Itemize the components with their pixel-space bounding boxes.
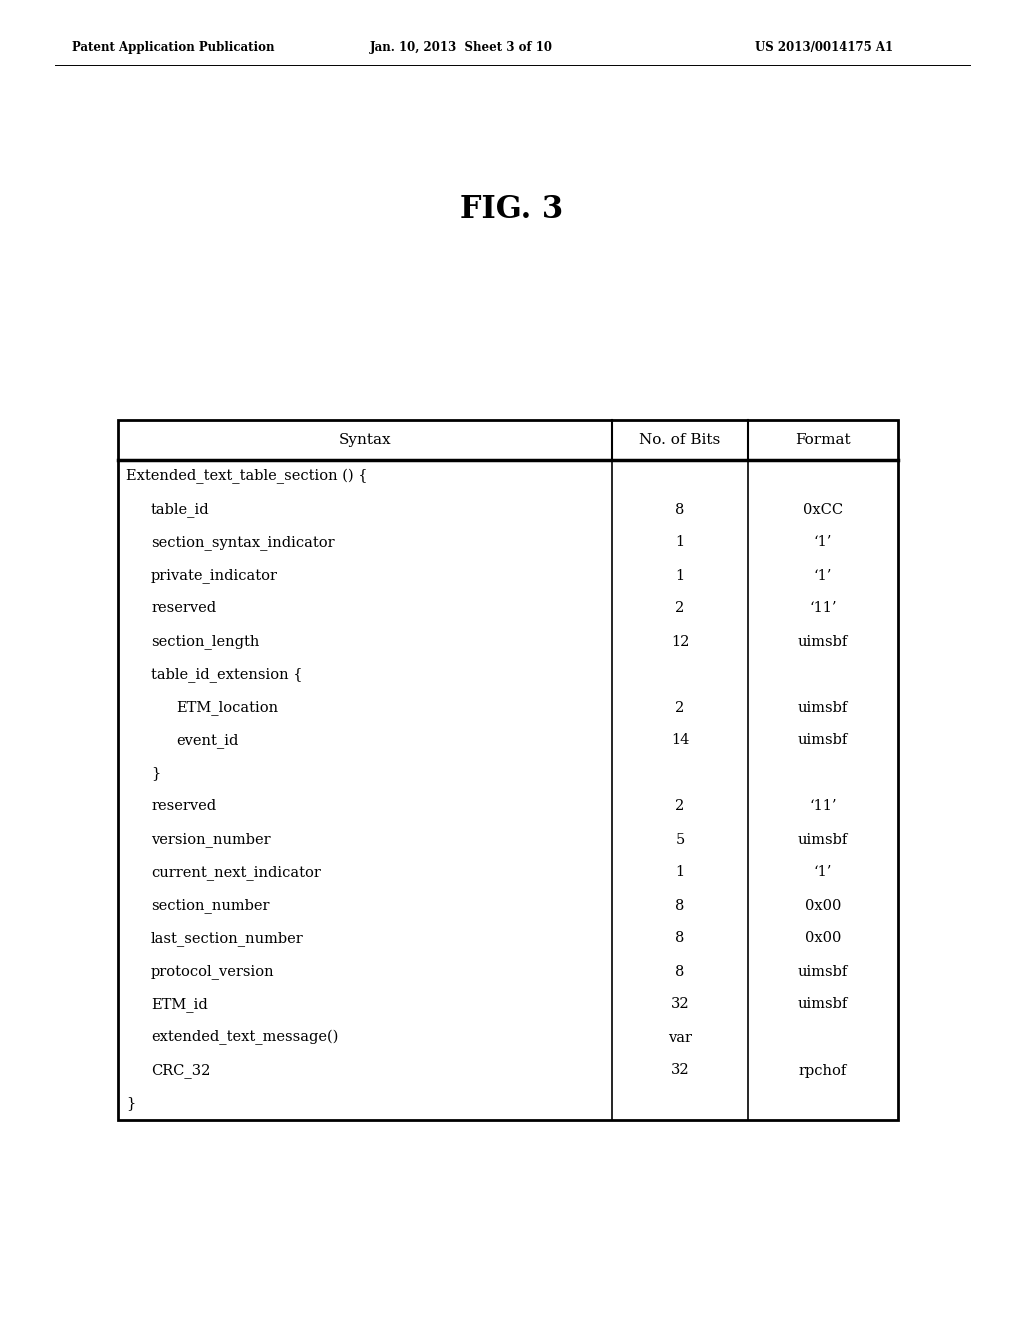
Text: var: var xyxy=(668,1031,692,1044)
Text: reserved: reserved xyxy=(151,602,216,615)
Text: 0xCC: 0xCC xyxy=(803,503,843,516)
Text: 12: 12 xyxy=(671,635,689,648)
Text: ETM_id: ETM_id xyxy=(151,997,208,1012)
Text: 0x00: 0x00 xyxy=(805,932,841,945)
Text: version_number: version_number xyxy=(151,832,270,847)
Text: section_length: section_length xyxy=(151,634,259,649)
Text: ‘1’: ‘1’ xyxy=(814,569,833,582)
Text: US 2013/0014175 A1: US 2013/0014175 A1 xyxy=(755,41,893,54)
Text: current_next_indicator: current_next_indicator xyxy=(151,865,321,880)
Bar xyxy=(118,420,898,1119)
Text: 2: 2 xyxy=(676,602,685,615)
Text: 1: 1 xyxy=(676,866,685,879)
Text: ‘1’: ‘1’ xyxy=(814,866,833,879)
Text: Format: Format xyxy=(796,433,851,447)
Text: uimsbf: uimsbf xyxy=(798,701,848,714)
Text: uimsbf: uimsbf xyxy=(798,965,848,978)
Text: ‘11’: ‘11’ xyxy=(809,800,837,813)
Text: Jan. 10, 2013  Sheet 3 of 10: Jan. 10, 2013 Sheet 3 of 10 xyxy=(370,41,553,54)
Text: 32: 32 xyxy=(671,998,689,1011)
Text: Patent Application Publication: Patent Application Publication xyxy=(72,41,274,54)
Text: 32: 32 xyxy=(671,1064,689,1077)
Text: extended_text_message(): extended_text_message() xyxy=(151,1030,338,1045)
Text: event_id: event_id xyxy=(176,733,239,748)
Text: private_indicator: private_indicator xyxy=(151,568,278,583)
Text: 8: 8 xyxy=(675,503,685,516)
Text: 14: 14 xyxy=(671,734,689,747)
Text: section_number: section_number xyxy=(151,898,269,913)
Text: Syntax: Syntax xyxy=(339,433,391,447)
Text: last_section_number: last_section_number xyxy=(151,931,304,946)
Text: table_id_extension {: table_id_extension { xyxy=(151,667,302,682)
Text: 1: 1 xyxy=(676,569,685,582)
Text: 8: 8 xyxy=(675,965,685,978)
Text: 2: 2 xyxy=(676,800,685,813)
Text: ‘11’: ‘11’ xyxy=(809,602,837,615)
Text: uimsbf: uimsbf xyxy=(798,635,848,648)
Text: table_id: table_id xyxy=(151,502,210,517)
Text: protocol_version: protocol_version xyxy=(151,964,274,979)
Text: 5: 5 xyxy=(676,833,685,846)
Text: 2: 2 xyxy=(676,701,685,714)
Text: }: } xyxy=(151,767,160,780)
Text: reserved: reserved xyxy=(151,800,216,813)
Text: rpchof: rpchof xyxy=(799,1064,847,1077)
Text: 1: 1 xyxy=(676,536,685,549)
Text: FIG. 3: FIG. 3 xyxy=(461,194,563,226)
Text: Extended_text_table_section () {: Extended_text_table_section () { xyxy=(126,469,368,484)
Text: ETM_location: ETM_location xyxy=(176,700,279,715)
Text: uimsbf: uimsbf xyxy=(798,734,848,747)
Text: section_syntax_indicator: section_syntax_indicator xyxy=(151,535,335,550)
Text: 8: 8 xyxy=(675,932,685,945)
Text: CRC_32: CRC_32 xyxy=(151,1063,210,1078)
Text: }: } xyxy=(126,1097,135,1110)
Text: No. of Bits: No. of Bits xyxy=(639,433,721,447)
Text: 8: 8 xyxy=(675,899,685,912)
Text: uimsbf: uimsbf xyxy=(798,833,848,846)
Text: uimsbf: uimsbf xyxy=(798,998,848,1011)
Text: ‘1’: ‘1’ xyxy=(814,536,833,549)
Text: 0x00: 0x00 xyxy=(805,899,841,912)
